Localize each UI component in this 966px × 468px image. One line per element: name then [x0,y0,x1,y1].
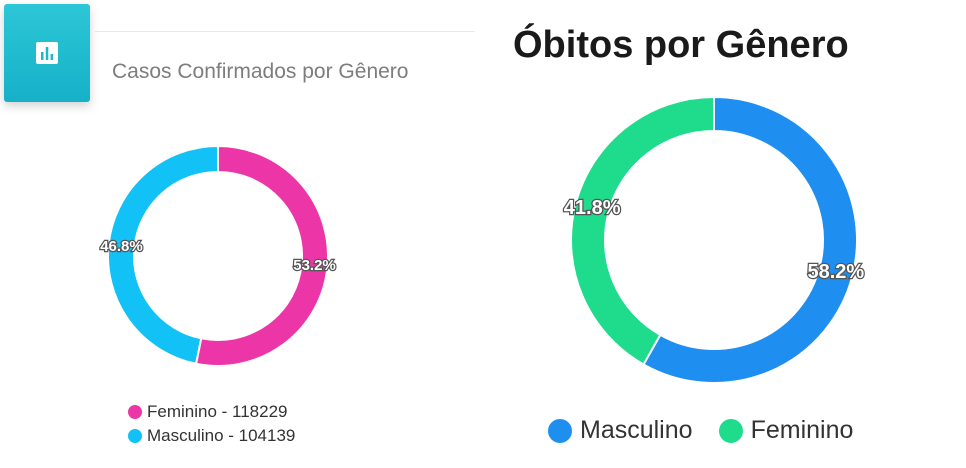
confirmed-cases-legend: Feminino - 118229 Masculino - 104139 [128,400,295,448]
legend-swatch-feminino [128,405,142,419]
legend-label-feminino: Feminino - 118229 [147,402,288,421]
legend-swatch-masculino [128,429,142,443]
legend-label-masculino: Masculino [580,416,693,444]
data-label-masculino: 58.2% [807,261,864,283]
slice-feminino[interactable] [194,144,329,367]
legend-item-masculino[interactable]: Masculino [548,416,693,445]
chart-title: Óbitos por Gênero [513,24,849,66]
bar-chart-icon [36,42,58,64]
legend-swatch-feminino [718,418,743,443]
legend-swatch-masculino [548,418,572,443]
slice-masculino[interactable] [642,95,858,384]
deaths-donut: 58.2% 41.8% [563,95,866,384]
legend-item-feminino[interactable]: Feminino [718,416,854,445]
legend-label-feminino: Feminino [750,416,854,444]
slice-feminino[interactable] [570,95,715,366]
legend-item-feminino[interactable]: Feminino - 118229 [128,400,295,424]
chart-title: Casos Confirmados por Gênero [112,60,409,83]
legend-item-masculino[interactable]: Masculino - 104139 [128,424,295,448]
data-label-masculino: 46.8% [100,238,143,255]
confirmed-cases-card: Casos Confirmados por Gênero [0,0,480,468]
card-icon-badge [4,4,90,102]
card-divider [95,31,475,32]
legend-label-masculino: Masculino - 104139 [147,426,296,445]
data-label-feminino: 53.2% [293,257,336,274]
confirmed-cases-donut: 53.2% 46.8% [99,144,337,367]
slice-masculino[interactable] [107,144,219,365]
deaths-legend: Masculino Feminino [548,416,879,445]
data-label-feminino: 41.8% [564,197,621,219]
